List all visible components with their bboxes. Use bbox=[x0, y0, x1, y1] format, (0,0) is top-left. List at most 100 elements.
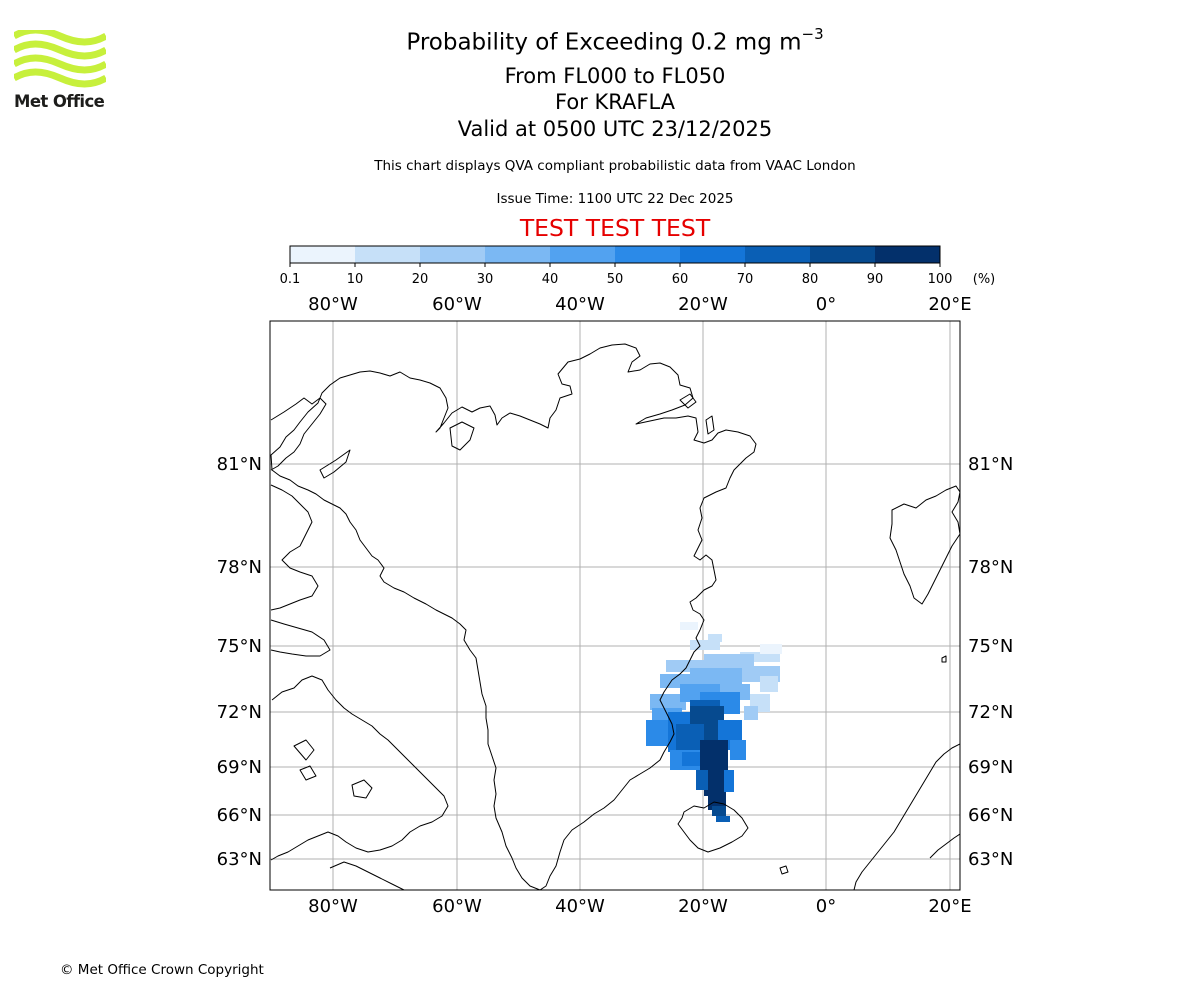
colorbar-segment bbox=[420, 246, 486, 263]
lat-label-right: 63°N bbox=[968, 849, 1013, 870]
lat-label-right: 72°N bbox=[968, 702, 1013, 723]
colorbar-unit: (%) bbox=[973, 272, 996, 287]
logo-wave-2 bbox=[14, 40, 106, 60]
lat-label-right: 78°N bbox=[968, 557, 1013, 578]
met-office-logo: Met Office bbox=[14, 30, 108, 112]
test-banner: TEST TEST TEST bbox=[519, 214, 711, 242]
colorbar-tick-label: 20 bbox=[412, 272, 429, 287]
map-background bbox=[270, 321, 960, 890]
lon-label-top: 0° bbox=[816, 294, 836, 315]
lon-label-top: 20°W bbox=[678, 294, 728, 315]
colorbar-tick-label: 80 bbox=[802, 272, 819, 287]
chart-title: Probability of Exceeding 0.2 mg m−3 bbox=[406, 25, 824, 56]
coast-faroe bbox=[779, 865, 789, 875]
met-office-wave-icon bbox=[14, 30, 106, 88]
volcano-name: For KRAFLA bbox=[555, 90, 675, 114]
plume-cell bbox=[716, 816, 730, 822]
logo-wordmark: Met Office bbox=[14, 92, 105, 111]
lat-label-left: 66°N bbox=[217, 805, 262, 826]
coast-svalbard bbox=[889, 485, 960, 605]
lat-label-left: 63°N bbox=[217, 849, 262, 870]
lon-label-bottom: 40°W bbox=[555, 896, 605, 917]
plume-cell bbox=[680, 622, 698, 630]
coast-greenland-fjord-n bbox=[449, 421, 475, 451]
flight-levels: From FL000 to FL050 bbox=[504, 64, 726, 88]
coast-greenland bbox=[270, 343, 757, 890]
lon-label-bottom: 0° bbox=[816, 896, 836, 917]
plume-cell bbox=[690, 668, 742, 686]
longitude-labels-top: 80°W 60°W 40°W 20°W 0° 20°E bbox=[308, 294, 971, 315]
plume-cell bbox=[760, 644, 782, 654]
lat-label-right: 75°N bbox=[968, 636, 1013, 657]
plume-cell bbox=[724, 770, 734, 792]
chart-description: This chart displays QVA compliant probab… bbox=[374, 158, 856, 174]
valid-time: Valid at 0500 UTC 23/12/2025 bbox=[457, 117, 773, 141]
lat-label-left: 78°N bbox=[217, 557, 262, 578]
colorbar-segment bbox=[810, 246, 876, 263]
colorbar-segment bbox=[875, 246, 941, 263]
lon-label-bottom: 20°W bbox=[678, 896, 728, 917]
map-frame bbox=[269, 320, 961, 891]
colorbar-segment bbox=[745, 246, 811, 263]
latitude-labels-right: 81°N 78°N 75°N 72°N 69°N 66°N 63°N bbox=[968, 454, 1013, 870]
plume-cell bbox=[682, 752, 700, 766]
colorbar-tick-label: 100 bbox=[928, 272, 953, 287]
plume-cell bbox=[650, 694, 686, 710]
lat-label-left: 72°N bbox=[217, 702, 262, 723]
lat-label-right: 66°N bbox=[968, 805, 1013, 826]
coast-greenland-inlet bbox=[705, 415, 715, 435]
lon-label-bottom: 60°W bbox=[432, 896, 482, 917]
plume-cell bbox=[690, 640, 720, 650]
colorbar-segment bbox=[550, 246, 616, 263]
coast-ellesmere bbox=[270, 397, 327, 471]
coast-labrador bbox=[329, 861, 405, 890]
plume-cell bbox=[740, 652, 780, 662]
colorbar-tick-label: 90 bbox=[867, 272, 884, 287]
coast-norway bbox=[853, 743, 960, 890]
logo-wave-3 bbox=[14, 54, 106, 74]
colorbar-tick-label: 10 bbox=[347, 272, 364, 287]
lon-label-top: 80°W bbox=[308, 294, 358, 315]
lon-label-top: 60°W bbox=[432, 294, 482, 315]
colorbar-tick-label: 50 bbox=[607, 272, 624, 287]
colorbar-segment bbox=[615, 246, 681, 263]
coast-norway-south bbox=[929, 833, 960, 859]
coast-baffin-lake bbox=[351, 779, 373, 799]
coast-baffin-island bbox=[270, 675, 449, 861]
plume-cell bbox=[760, 676, 778, 692]
coast-devon-island bbox=[270, 619, 331, 657]
graticule bbox=[270, 321, 960, 890]
copyright-notice: © Met Office Crown Copyright bbox=[60, 962, 264, 978]
colorbar-segment bbox=[680, 246, 746, 263]
coast-greenland-west-inlet bbox=[319, 449, 351, 479]
colorbar-segment bbox=[485, 246, 551, 263]
lon-label-top: 40°W bbox=[555, 294, 605, 315]
colorbar-segment bbox=[290, 246, 356, 263]
colorbar-tick-label: 30 bbox=[477, 272, 494, 287]
colorbar-tick-label: 40 bbox=[542, 272, 559, 287]
coast-ellesmere-2 bbox=[270, 484, 319, 611]
colorbar-tick-label: 70 bbox=[737, 272, 754, 287]
plume-cell bbox=[744, 706, 758, 720]
plume-cell bbox=[696, 770, 708, 790]
lat-label-left: 81°N bbox=[217, 454, 262, 475]
lat-label-left: 69°N bbox=[217, 757, 262, 778]
plume-cell bbox=[704, 654, 754, 668]
plume-cell bbox=[708, 634, 722, 642]
colorbar-tick-label: 60 bbox=[672, 272, 689, 287]
coast-greenland-fjord-ne bbox=[679, 393, 697, 409]
colorbar: 0.1 10 20 30 40 50 60 70 80 90 100 (%) bbox=[280, 245, 996, 287]
plume-cell bbox=[704, 776, 726, 796]
plume-cell bbox=[712, 806, 726, 816]
logo-wave-1 bbox=[14, 30, 106, 46]
lat-label-right: 81°N bbox=[968, 454, 1013, 475]
coast-jan-mayen bbox=[941, 655, 947, 663]
unit-exponent: −3 bbox=[801, 25, 824, 43]
plume-cell bbox=[730, 740, 746, 760]
coast-south-islands bbox=[293, 739, 317, 781]
plume-cell bbox=[646, 720, 670, 746]
lon-label-top: 20°E bbox=[928, 294, 971, 315]
colorbar-segment bbox=[355, 246, 421, 263]
